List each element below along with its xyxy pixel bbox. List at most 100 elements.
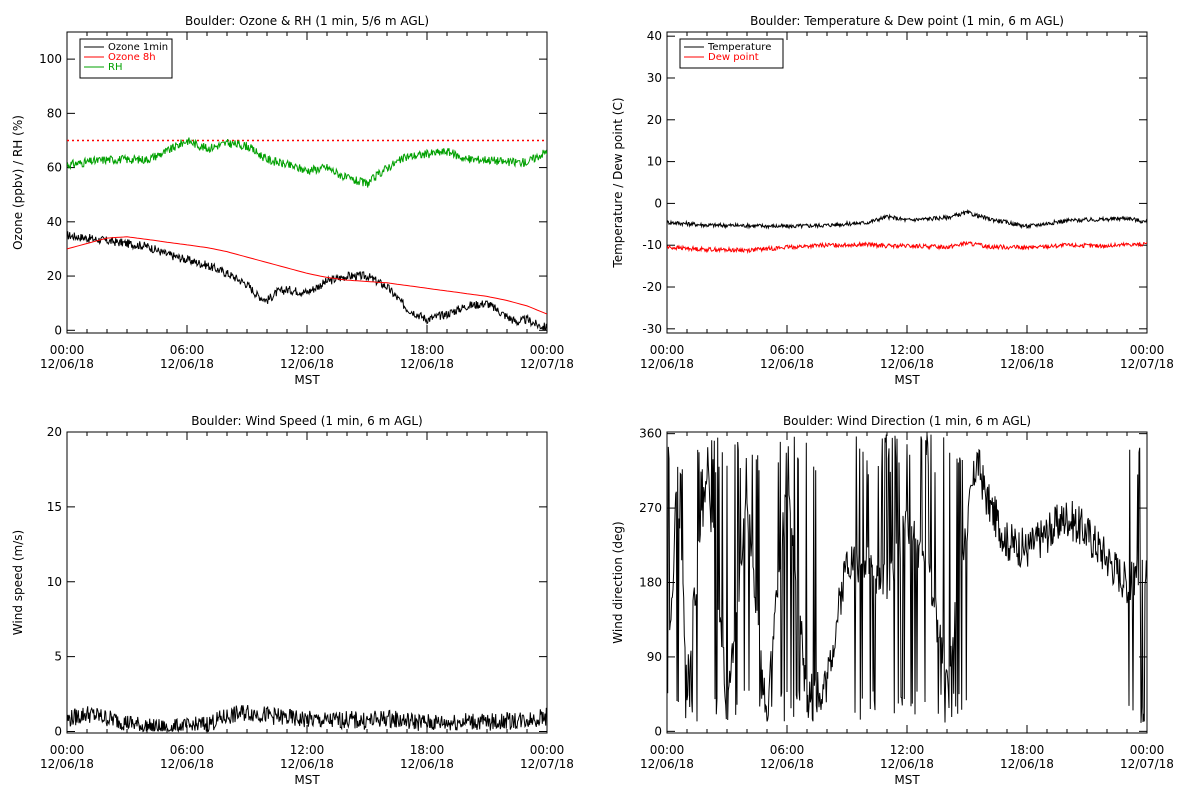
y-tick-label: -20 <box>642 280 662 294</box>
x-tick-date: 12/06/18 <box>280 357 334 371</box>
legend-label: RH <box>108 62 122 73</box>
legend-label: Ozone 1min <box>108 42 168 53</box>
y-tick-label: 5 <box>54 650 62 664</box>
x-tick-time: 00:00 <box>1130 743 1165 757</box>
series-line-ozone-8h <box>67 236 547 315</box>
y-tick-label: 0 <box>54 725 62 739</box>
x-tick-time: 06:00 <box>170 743 205 757</box>
x-tick-time: 18:00 <box>410 743 445 757</box>
x-tick-time: 18:00 <box>410 343 445 357</box>
x-tick-time: 06:00 <box>770 343 805 357</box>
x-tick-time: 00:00 <box>530 343 565 357</box>
plot-area <box>667 434 1147 723</box>
x-axis-label: MST <box>294 773 320 787</box>
x-tick-time: 12:00 <box>890 743 925 757</box>
y-tick-label: 0 <box>54 323 62 337</box>
plot-frame <box>666 31 1148 334</box>
y-tick-label: 15 <box>47 500 62 514</box>
x-tick-time: 00:00 <box>50 343 85 357</box>
x-tick-time: 00:00 <box>50 743 85 757</box>
y-tick-label: 100 <box>39 52 62 66</box>
y-tick-label: 270 <box>639 501 662 515</box>
x-tick-time: 06:00 <box>770 743 805 757</box>
x-tick-date: 12/06/18 <box>880 757 934 771</box>
plot-frame <box>66 431 548 734</box>
x-axis-label: MST <box>294 373 320 387</box>
x-tick-time: 00:00 <box>650 343 685 357</box>
plot-area <box>67 705 547 733</box>
y-tick-label: 20 <box>47 269 62 283</box>
y-tick-label: 180 <box>639 576 662 590</box>
y-axis-label: Wind direction (deg) <box>611 521 625 643</box>
wind-direction-panel: Boulder: Wind Direction (1 min, 6 m AGL)… <box>611 414 1174 787</box>
y-tick-label: 40 <box>47 215 62 229</box>
ozone-rh-panel: Boulder: Ozone & RH (1 min, 5/6 m AGL) 0 2… <box>11 14 574 387</box>
legend-label: Temperature <box>707 42 771 53</box>
y-tick-label: 30 <box>647 71 662 85</box>
x-tick-time: 12:00 <box>290 343 325 357</box>
x-tick-date: 12/06/18 <box>40 357 94 371</box>
x-tick-date: 12/07/18 <box>520 357 574 371</box>
plot-area <box>67 137 547 331</box>
x-tick-date: 12/07/18 <box>520 757 574 771</box>
x-tick-date: 12/06/18 <box>640 357 694 371</box>
y-tick-label: 0 <box>654 724 662 738</box>
x-tick-date: 12/07/18 <box>1120 757 1174 771</box>
x-tick-date: 12/06/18 <box>40 757 94 771</box>
y-tick-label: -30 <box>642 322 662 336</box>
x-tick-time: 18:00 <box>1010 343 1045 357</box>
wind-speed-panel: Boulder: Wind Speed (1 min, 6 m AGL) 0 5 10… <box>11 414 574 787</box>
y-tick-label: 360 <box>639 427 662 441</box>
chart-title: Boulder: Wind Speed (1 min, 6 m AGL) <box>191 414 423 428</box>
y-tick-label: 10 <box>47 575 62 589</box>
plot-area <box>667 208 1147 255</box>
x-axis-label: MST <box>894 773 920 787</box>
x-tick-date: 12/06/18 <box>880 357 934 371</box>
legend-box <box>79 38 173 79</box>
temperature-dewpoint-panel: Boulder: Temperature & Dew point (1 min,… <box>611 14 1174 387</box>
y-tick-label: 90 <box>647 650 662 664</box>
y-tick-label: 0 <box>654 196 662 210</box>
y-tick-label: 80 <box>47 106 62 120</box>
x-tick-time: 00:00 <box>530 743 565 757</box>
y-tick-label: -10 <box>642 238 662 252</box>
x-axis-label: MST <box>894 373 920 387</box>
y-axis-label: Wind speed (m/s) <box>11 530 25 635</box>
x-tick-date: 12/06/18 <box>640 757 694 771</box>
x-tick-date: 12/06/18 <box>160 757 214 771</box>
x-tick-date: 12/07/18 <box>1120 357 1174 371</box>
x-tick-time: 00:00 <box>1130 343 1165 357</box>
x-tick-date: 12/06/18 <box>1000 757 1054 771</box>
y-tick-label: 10 <box>647 155 662 169</box>
x-tick-date: 12/06/18 <box>160 357 214 371</box>
x-tick-date: 12/06/18 <box>1000 357 1054 371</box>
chart-title: Boulder: Ozone & RH (1 min, 5/6 m AGL) <box>185 14 429 28</box>
x-tick-date: 12/06/18 <box>400 757 454 771</box>
series-line-dew-point <box>667 240 1147 255</box>
series-line-rh <box>67 137 547 188</box>
legend-label: Dew point <box>708 52 759 63</box>
x-tick-time: 18:00 <box>1010 743 1045 757</box>
y-tick-label: 20 <box>47 425 62 439</box>
x-tick-date: 12/06/18 <box>400 357 454 371</box>
legend-label: Ozone 8h <box>108 52 156 63</box>
x-tick-time: 12:00 <box>890 343 925 357</box>
y-tick-label: 40 <box>647 29 662 43</box>
x-tick-time: 00:00 <box>650 743 685 757</box>
series-line-ozone-1min <box>67 231 547 331</box>
y-tick-label: 20 <box>647 113 662 127</box>
chart-title: Boulder: Temperature & Dew point (1 min,… <box>750 14 1064 28</box>
x-tick-time: 06:00 <box>170 343 205 357</box>
legend-box <box>679 38 784 69</box>
series-line-temperature <box>667 208 1147 230</box>
x-tick-date: 12/06/18 <box>760 357 814 371</box>
x-tick-date: 12/06/18 <box>760 757 814 771</box>
y-axis-label: Temperature / Dew point (C) <box>611 97 625 268</box>
chart-title: Boulder: Wind Direction (1 min, 6 m AGL) <box>783 414 1031 428</box>
x-tick-date: 12/06/18 <box>280 757 334 771</box>
y-axis-label: Ozone (ppbv) / RH (%) <box>11 115 25 250</box>
series-line-data <box>67 705 547 733</box>
series-line-data <box>667 434 1147 723</box>
x-tick-time: 12:00 <box>290 743 325 757</box>
